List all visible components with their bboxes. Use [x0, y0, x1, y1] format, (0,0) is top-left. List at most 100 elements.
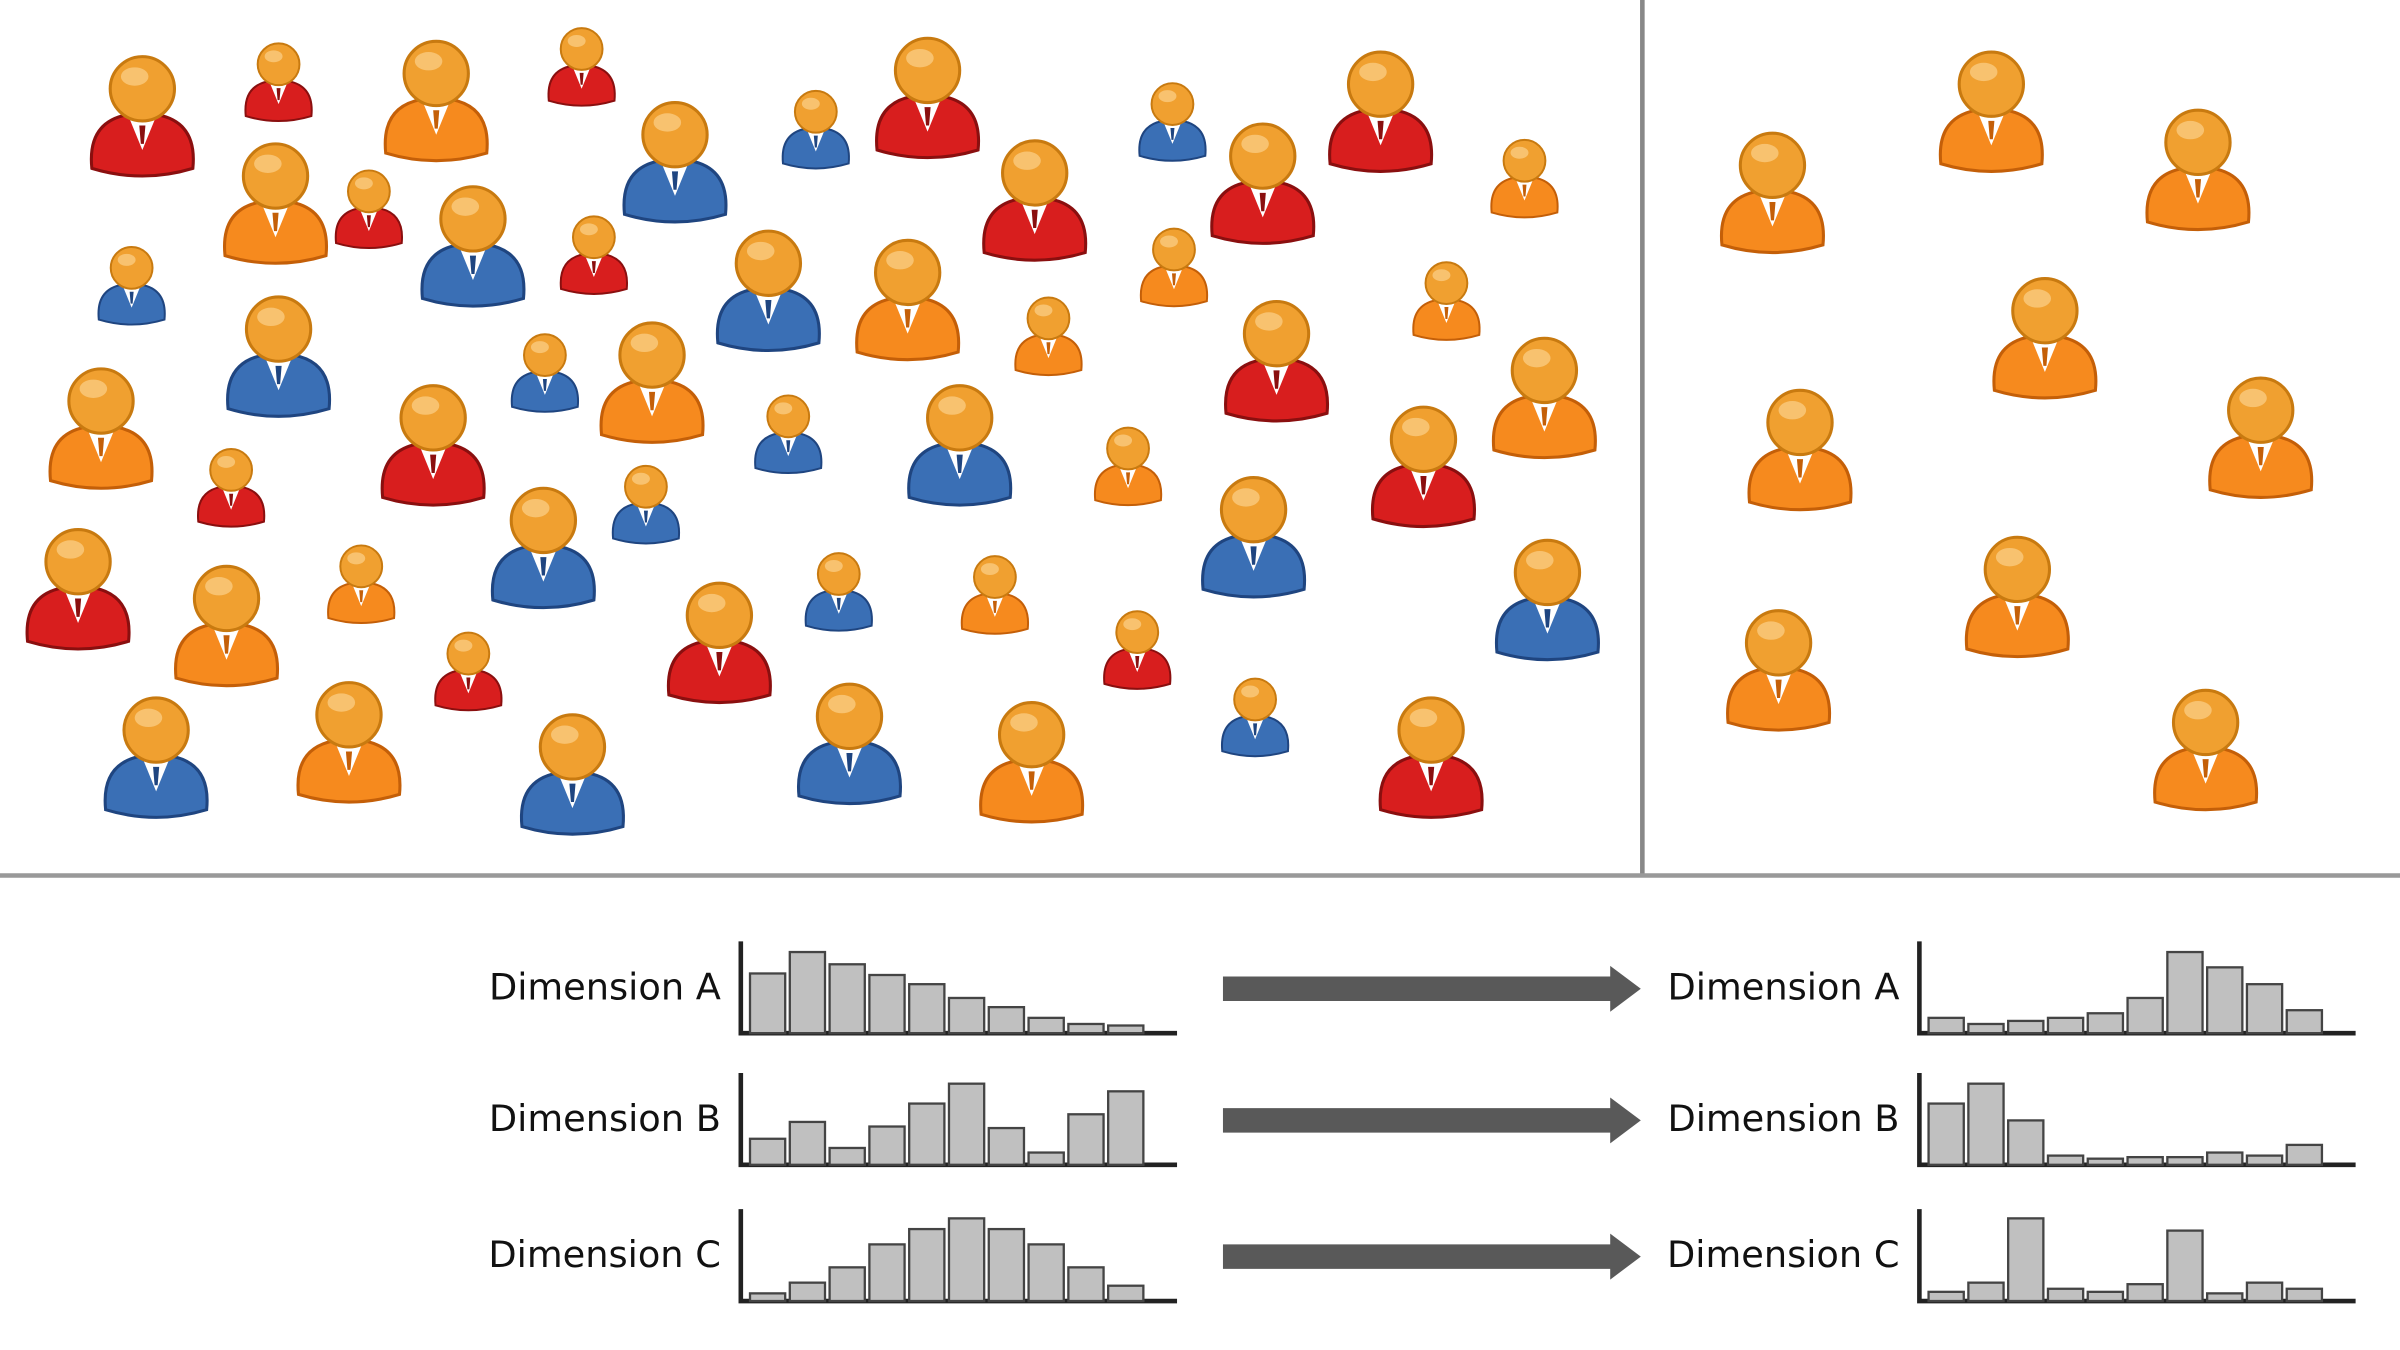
histogram-bar	[908, 1227, 946, 1303]
histogram-bar	[1107, 1024, 1145, 1035]
histogram-bar	[1067, 1266, 1105, 1303]
person-head-shine	[886, 251, 914, 270]
person-icon	[715, 229, 821, 352]
person-head-shine	[774, 402, 793, 415]
person-icon	[1093, 426, 1163, 507]
person-head-shine	[906, 48, 934, 68]
person-head-shine	[1510, 146, 1529, 159]
person-icon	[611, 464, 681, 545]
histogram-bar	[1967, 1281, 2005, 1303]
histogram-bar	[748, 1292, 787, 1303]
person-head	[108, 55, 177, 123]
histogram-bar	[2285, 1143, 2324, 1166]
person-head	[446, 631, 491, 676]
person-head	[1242, 299, 1311, 368]
dimension-label: Dimension A	[489, 965, 721, 1008]
person-head	[2011, 277, 2079, 345]
person-head-shine	[1114, 434, 1133, 447]
person-icon	[1201, 476, 1307, 599]
person-head-shine	[1757, 621, 1785, 640]
histogram-bar	[2205, 966, 2244, 1035]
person-head-shine	[134, 708, 163, 728]
person-icon	[25, 528, 131, 651]
histogram-bar	[2086, 1290, 2125, 1303]
person-head	[209, 448, 254, 492]
person-head	[997, 701, 1066, 769]
person-tie	[1170, 127, 1175, 140]
histogram-bar	[1967, 1022, 2005, 1035]
person-head-shine	[1995, 547, 2024, 567]
arrow	[1222, 1233, 1641, 1280]
histogram-bar	[2285, 1009, 2324, 1035]
person-tie	[1031, 209, 1038, 229]
person-head-shine	[2239, 388, 2267, 408]
person-icon	[380, 384, 486, 507]
person-head-shine	[120, 67, 149, 86]
person-tie	[1046, 342, 1051, 355]
person-icon	[1491, 336, 1597, 460]
person-head-shine	[1402, 417, 1430, 437]
person-icon	[1139, 227, 1209, 308]
person-icon	[48, 367, 154, 490]
person-head	[244, 295, 313, 363]
person-tie	[1444, 307, 1449, 319]
person-icon	[244, 42, 313, 122]
person-head-shine	[327, 693, 356, 712]
histogram-bar	[987, 1005, 1026, 1035]
person-tie	[648, 391, 656, 411]
person-icon	[599, 321, 705, 444]
person-head-shine	[1751, 143, 1779, 163]
person-head	[641, 101, 709, 169]
person-head	[1229, 122, 1297, 190]
person-icon	[804, 552, 873, 632]
arrow	[1222, 965, 1641, 1012]
person-tie	[1541, 407, 1548, 426]
person-icon	[960, 555, 1030, 635]
person-tie	[1769, 202, 1776, 221]
person-icon	[2145, 108, 2251, 232]
person-icon	[1494, 538, 1600, 662]
histogram-bar	[868, 1243, 906, 1303]
histogram-bar	[2007, 1217, 2045, 1303]
histogram-bar	[788, 950, 827, 1035]
person-head-shine	[1010, 713, 1038, 732]
person-head	[339, 544, 384, 589]
person-icon	[296, 681, 402, 804]
person-tie	[469, 255, 477, 274]
person-icon	[1220, 677, 1290, 758]
person-icon	[174, 564, 280, 688]
histogram-bar	[1107, 1090, 1145, 1166]
histogram-bar	[1067, 1113, 1105, 1166]
person-head-shine	[1255, 312, 1283, 331]
histogram-bar	[2007, 1119, 2045, 1166]
person-head-shine	[938, 396, 966, 415]
person-icon	[222, 142, 329, 265]
histogram-bar	[1927, 1290, 1965, 1303]
person-head	[1424, 261, 1469, 306]
person-icon	[1103, 610, 1172, 690]
person-icon	[1014, 296, 1083, 377]
arrow	[1222, 1097, 1641, 1144]
person-tie	[1259, 192, 1266, 212]
person-tie	[2202, 759, 2209, 778]
person-head	[1510, 336, 1579, 405]
person-head-shine	[551, 725, 579, 744]
histogram-bar	[2205, 1292, 2244, 1303]
person-tie	[75, 598, 82, 617]
histogram-bar	[1107, 1284, 1145, 1303]
person-icon	[1938, 50, 2044, 173]
histogram-bar	[947, 1082, 986, 1166]
person-icon	[559, 215, 628, 295]
person-tie	[2257, 446, 2264, 466]
person-head	[315, 681, 383, 749]
person-tie	[813, 135, 818, 148]
person-head-shine	[1241, 134, 1269, 154]
histogram-bar	[2126, 1155, 2164, 1166]
person-tie	[591, 261, 596, 274]
histogram-bar	[828, 1146, 866, 1166]
person-tie	[97, 437, 105, 457]
histogram-bar	[1967, 1082, 2005, 1166]
person-icon	[907, 384, 1013, 507]
person-head-shine	[1522, 348, 1551, 368]
person-head	[873, 238, 942, 307]
